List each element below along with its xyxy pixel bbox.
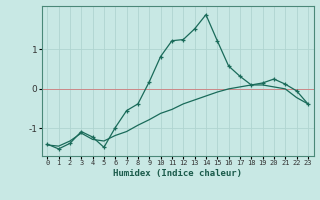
X-axis label: Humidex (Indice chaleur): Humidex (Indice chaleur): [113, 169, 242, 178]
